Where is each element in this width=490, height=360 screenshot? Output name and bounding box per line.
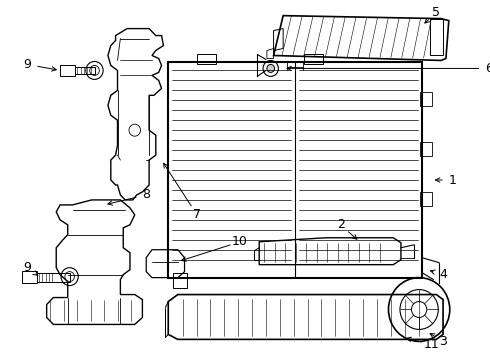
Text: 11: 11 [424,338,440,351]
Bar [168,62,422,278]
Circle shape [267,64,274,72]
Bar [420,142,432,156]
Text: 4: 4 [439,268,447,281]
Bar [304,54,323,64]
Text: 9: 9 [24,261,31,274]
Bar [420,192,432,206]
Bar [420,92,432,106]
Text: 3: 3 [439,335,447,348]
Text: 9: 9 [24,58,31,71]
Text: 2: 2 [337,218,344,231]
Text: 7: 7 [193,208,201,221]
Text: 10: 10 [232,235,248,248]
Text: 6: 6 [485,62,490,75]
Text: 8: 8 [142,188,150,202]
Bar [197,54,216,64]
Text: 5: 5 [432,6,441,19]
Text: 1: 1 [449,174,457,186]
